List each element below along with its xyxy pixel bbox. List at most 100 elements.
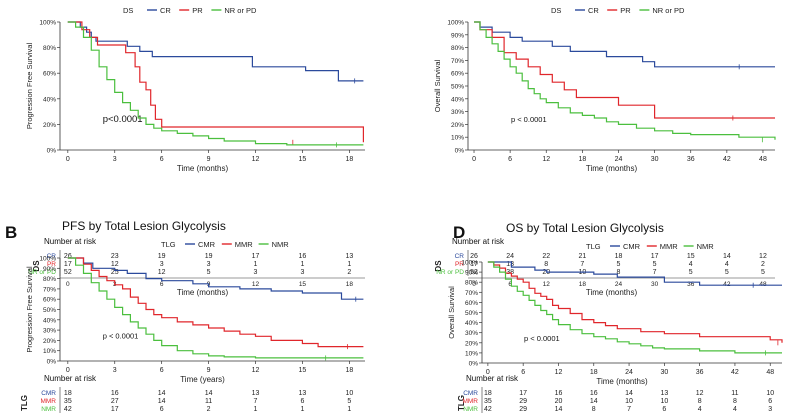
- y-tick-label: 80%: [43, 45, 56, 52]
- risk-x-tick-label: 18: [579, 281, 587, 288]
- p-value: p < 0.0001: [511, 115, 547, 124]
- legend-label: NR or PD: [652, 6, 685, 15]
- risk-value: 18: [615, 253, 623, 260]
- risk-value: 12: [111, 261, 119, 268]
- risk-row-label: NR or PD: [28, 269, 56, 276]
- risk-value: 2: [761, 261, 765, 268]
- km-curve-cmr: [487, 261, 782, 286]
- risk-value: 29: [519, 398, 527, 405]
- x-tick-label: 18: [345, 367, 353, 374]
- risk-table-axis-label: TLG: [457, 395, 466, 411]
- risk-value: 1: [347, 261, 351, 268]
- risk-x-tick-label: 6: [160, 281, 164, 288]
- y-tick-label: 80%: [43, 276, 56, 283]
- risk-value: 13: [345, 253, 353, 260]
- risk-value: 17: [111, 406, 119, 413]
- risk-value: 17: [64, 261, 72, 268]
- risk-value: 6: [662, 406, 666, 413]
- y-tick-label: 10%: [43, 348, 56, 355]
- x-tick-label: 9: [207, 367, 211, 374]
- x-tick-label: 0: [472, 156, 476, 163]
- y-tick-label: 90%: [465, 270, 478, 277]
- risk-x-tick-label: 18: [346, 281, 354, 288]
- x-tick-label: 3: [113, 367, 117, 374]
- x-tick-label: 42: [723, 156, 731, 163]
- risk-value: 16: [111, 390, 119, 397]
- legend-label: MMR: [235, 240, 253, 249]
- risk-value: 4: [698, 406, 702, 413]
- risk-value: 42: [484, 406, 492, 413]
- risk-value: 7: [580, 261, 584, 268]
- x-tick-label: 12: [252, 156, 260, 163]
- y-tick-label: 100%: [39, 20, 56, 27]
- risk-value: 11: [205, 398, 212, 405]
- risk-value: 1: [254, 261, 258, 268]
- legend-label: MMR: [660, 242, 678, 251]
- x-tick-label: 0: [66, 156, 70, 163]
- risk-table-title: Number at risk: [466, 374, 519, 383]
- y-tick-label: 0%: [455, 148, 465, 155]
- x-tick-label: 18: [345, 156, 353, 163]
- p-value: p < 0.0001: [524, 334, 560, 343]
- legend-title: DS: [123, 6, 133, 15]
- km-curve-cr: [67, 21, 364, 82]
- y-tick-label: 90%: [451, 32, 464, 39]
- y-tick-label: 40%: [465, 320, 478, 327]
- legend-label: CMR: [198, 240, 216, 249]
- legend-label: CR: [160, 6, 171, 15]
- risk-value: 22: [542, 253, 550, 260]
- legend: DS CR PR NR or PD: [123, 6, 257, 15]
- x-axis-label: Time (months): [177, 164, 229, 173]
- x-tick-label: 15: [299, 367, 307, 374]
- x-tick-label: 48: [766, 369, 774, 376]
- risk-value: 14: [205, 390, 213, 397]
- risk-table-title: Number at risk: [452, 237, 505, 246]
- risk-row-label: NR or PD: [436, 269, 464, 276]
- legend: DS CR PR NR or PD: [551, 6, 685, 15]
- risk-value: 14: [625, 390, 633, 397]
- risk-row-label: MMR: [40, 398, 56, 405]
- risk-row-label: CMR: [41, 390, 56, 397]
- risk-value: 1: [300, 261, 304, 268]
- risk-value: 35: [64, 398, 72, 405]
- legend-label: NMR: [697, 242, 715, 251]
- risk-value: 18: [64, 390, 72, 397]
- legend-label: PR: [620, 6, 631, 15]
- risk-value: 10: [766, 390, 774, 397]
- x-tick-label: 15: [299, 156, 307, 163]
- risk-value: 27: [111, 398, 119, 405]
- risk-x-tick-label: 24: [615, 281, 623, 288]
- risk-x-tick-label: 12: [252, 281, 260, 288]
- risk-value: 8: [592, 406, 596, 413]
- risk-table-axis-label: DS: [32, 260, 41, 272]
- y-tick-label: 70%: [451, 58, 464, 65]
- risk-value: 14: [158, 398, 166, 405]
- chart-panel-a: DS CR PR NR or PD0%20%40%60%80%100%0 3 6 9 12 15…: [25, 6, 365, 297]
- x-tick-label: 18: [590, 369, 598, 376]
- chart-title: PFS by Total Lesion Glycolysis: [62, 219, 226, 233]
- y-tick-label: 60%: [43, 297, 56, 304]
- y-tick-label: 100%: [461, 260, 478, 267]
- y-axis-label: Overall Survival: [447, 286, 456, 339]
- y-axis-label: Progression Free Survival: [25, 43, 34, 130]
- y-tick-label: 40%: [43, 96, 56, 103]
- risk-value: 3: [207, 261, 211, 268]
- risk-value: 3: [254, 269, 258, 276]
- y-tick-label: 30%: [465, 330, 478, 337]
- risk-value: 8: [544, 261, 548, 268]
- x-tick-label: 36: [696, 369, 704, 376]
- risk-value: 15: [687, 253, 695, 260]
- p-value: p<0.0001: [103, 114, 143, 125]
- risk-x-axis-label: Time (months): [586, 288, 638, 297]
- y-tick-label: 10%: [451, 135, 464, 142]
- x-tick-label: 42: [731, 369, 739, 376]
- risk-value: 5: [617, 261, 621, 268]
- y-tick-label: 0%: [469, 361, 479, 368]
- risk-value: 17: [651, 253, 659, 260]
- y-tick-label: 30%: [43, 328, 56, 335]
- y-tick-label: 20%: [465, 340, 478, 347]
- risk-value: 12: [696, 390, 704, 397]
- risk-value: 5: [761, 269, 765, 276]
